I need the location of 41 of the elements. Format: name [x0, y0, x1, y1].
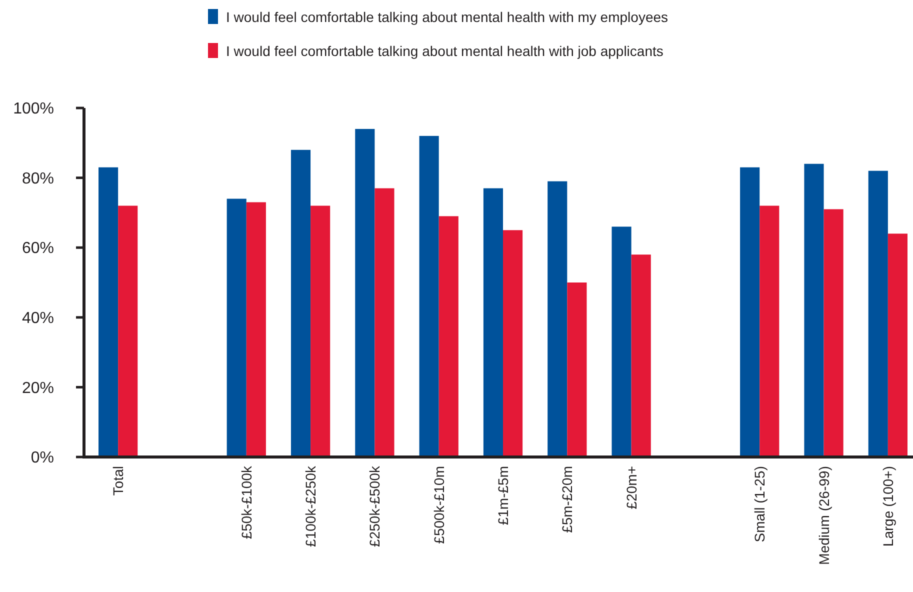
bar — [503, 230, 523, 457]
bar — [118, 206, 138, 457]
x-tick-label: Total — [110, 466, 126, 496]
bar — [888, 234, 908, 457]
x-tick-label: £5m-£20m — [559, 466, 576, 533]
legend-label: I would feel comfortable talking about mental health with my employees — [226, 9, 668, 25]
x-tick-label: £1m-£5m — [495, 466, 511, 526]
bar — [567, 282, 587, 457]
bar — [310, 206, 330, 457]
bar — [868, 170, 888, 457]
bar — [612, 226, 632, 457]
bar — [246, 202, 266, 457]
bar — [98, 167, 118, 457]
bar — [483, 188, 503, 457]
y-tick-label: 80% — [22, 170, 54, 188]
bar — [631, 254, 651, 457]
bar — [290, 150, 311, 457]
bar — [355, 128, 375, 457]
y-tick-label: 0% — [30, 450, 54, 467]
bar — [824, 209, 844, 457]
bar — [760, 206, 780, 457]
bar — [548, 181, 568, 457]
bar — [374, 188, 394, 457]
x-tick-label: Medium (26-99) — [816, 466, 832, 565]
x-tick-label: £50k-£100k — [238, 465, 254, 540]
y-tick-label: 20% — [22, 380, 54, 397]
bar — [226, 198, 246, 457]
legend-label: I would feel comfortable talking about mental health with job applicants — [226, 43, 664, 59]
x-tick-label: Small (1-25) — [752, 466, 768, 542]
x-tick-label: £100k-£250k — [302, 465, 319, 547]
x-tick-label: Large (100+) — [880, 466, 896, 547]
x-tick-label: £500k-£10m — [430, 466, 447, 544]
x-tick-label: £250k-£500k — [366, 465, 383, 547]
bar — [438, 216, 458, 457]
bar — [419, 136, 439, 457]
bar — [804, 164, 824, 457]
y-tick-label: 60% — [22, 240, 54, 258]
y-tick-label: 40% — [22, 310, 54, 327]
y-tick-label: 100% — [13, 100, 54, 118]
x-tick-label: £20m+ — [623, 466, 640, 510]
bar — [740, 167, 760, 457]
